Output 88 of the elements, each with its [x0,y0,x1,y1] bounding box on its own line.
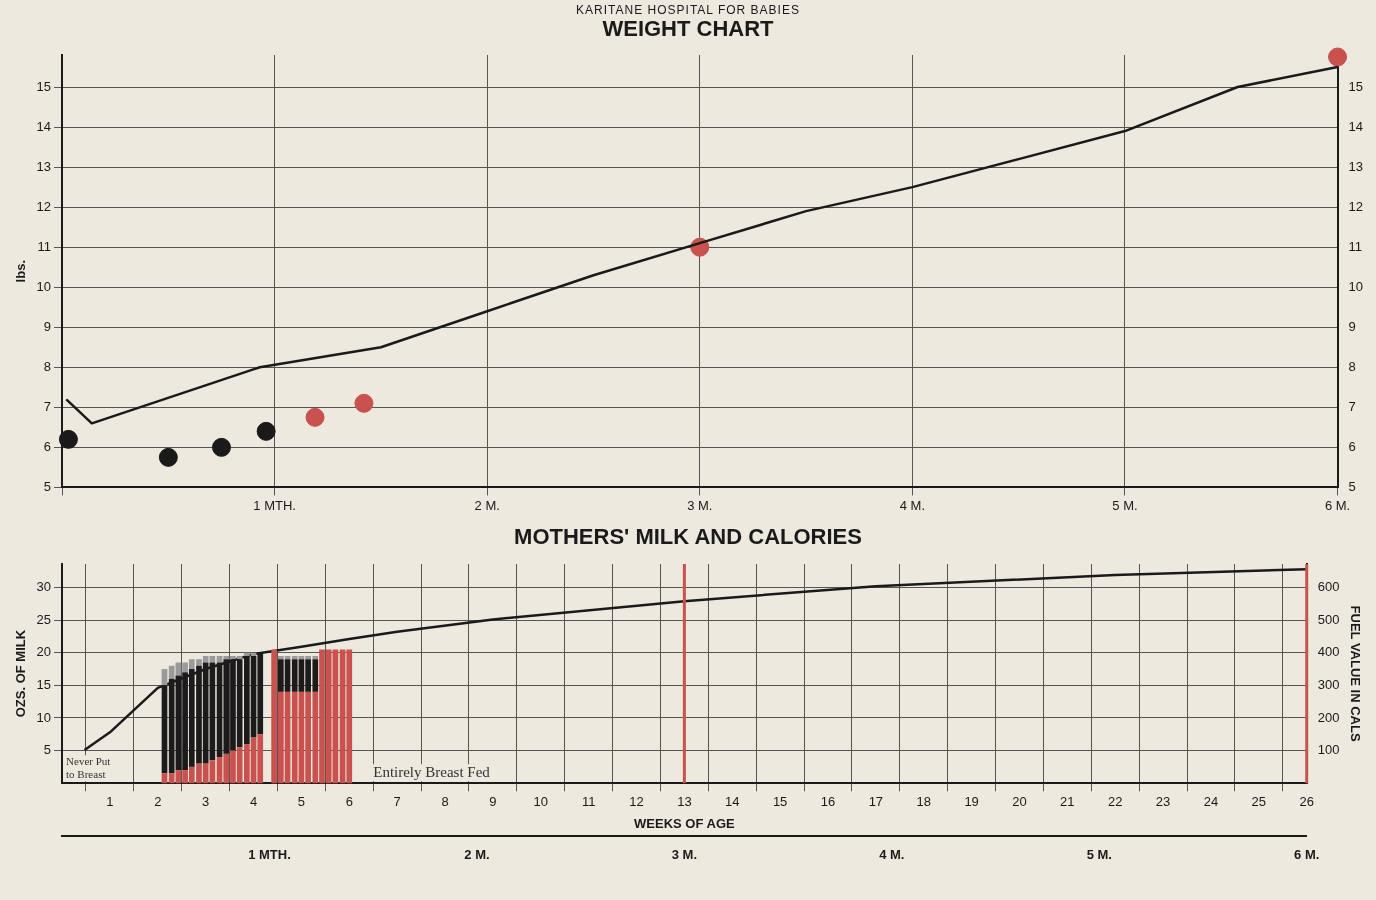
y-axis-title: OZS. OF MILK [13,628,29,717]
y-tick-label: 6 [43,439,52,455]
x2-tick-label: 4 M. [879,846,905,862]
x-tick-label: 4 M. [899,498,926,514]
chart-subtitle: KARITANE HOSPITAL FOR BABIES [575,3,801,18]
x-tick-label: 6 [345,793,353,809]
y-tick-label: 15 [36,676,52,692]
x-tick-label: 12 [629,793,644,809]
y-tick-label: 5 [43,479,52,495]
x-tick-label: 10 [533,793,549,809]
y2-tick-label: 11 [1348,239,1363,255]
y-tick-label: 10 [36,279,52,295]
annotation: Never Put to Breast [66,754,111,780]
y-tick-label: 12 [36,199,52,215]
y-tick-label: 10 [36,709,52,725]
y-tick-label: 20 [36,643,52,659]
y2-tick-label: 100 [1317,741,1340,757]
x2-tick-label: 6 M. [1294,846,1320,862]
point [158,448,178,468]
y2-tick-label: 15 [1348,78,1364,94]
y-tick-label: 25 [36,611,52,627]
point [212,438,231,458]
x-tick-label: 22 [1107,793,1123,809]
x2-tick-label: 1 MTH. [248,846,291,862]
x-tick-label: 20 [1012,793,1027,809]
y2-tick-label: 300 [1317,676,1340,692]
x-tick-label: 14 [725,793,740,809]
x2-tick-label: 5 M. [1086,846,1112,862]
point [305,408,325,428]
x-tick-label: 19 [964,793,979,809]
point [354,394,374,414]
x-tick-label: 17 [868,793,884,809]
x-tick-label: 11 [581,793,596,809]
x-tick-label: 25 [1251,793,1267,809]
y2-tick-label: 400 [1317,643,1340,659]
x-tick-label: 9 [489,793,497,809]
point [1328,47,1348,67]
y-tick-label: 9 [43,319,52,335]
annotation: Entirely Breast Fed [373,763,491,780]
y-tick-label: 14 [36,119,52,135]
y2-tick-label: 5 [1348,479,1356,495]
x-tick-label: 1 MTH. [253,498,296,514]
chart-title: WEIGHT CHART [601,16,775,42]
chart-title: MOTHERS' MILK AND CALORIES [513,524,863,550]
x-tick-label: 8 [441,793,449,809]
x-tick-label: 1 [106,793,114,809]
y-tick-label: 15 [36,78,52,94]
x-tick-label: 4 [249,793,258,809]
x-tick-label: 13 [677,793,692,809]
y2-tick-label: 600 [1317,578,1340,594]
x-tick-label: 24 [1203,793,1219,809]
x-tick-label: 23 [1155,793,1171,809]
y2-tick-label: 200 [1317,709,1340,725]
x-tick-label: 18 [916,793,931,809]
y-tick-label: 8 [43,359,52,375]
y-tick-label: 11 [37,239,52,255]
x2-tick-label: 3 M. [671,846,698,862]
x-tick-label: 6 M. [1324,498,1351,514]
y2-tick-label: 12 [1348,199,1364,215]
x-tick-label: 5 [297,793,306,809]
point [58,430,78,450]
y2-axis-title: FUEL VALUE IN CALS [1347,605,1363,742]
y2-tick-label: 14 [1348,119,1364,135]
y-tick-label: 7 [43,399,52,415]
y2-tick-label: 13 [1348,159,1364,175]
x-tick-label: 2 [154,793,162,809]
x-tick-label: 21 [1060,793,1075,809]
x-tick-label: 15 [772,793,788,809]
x-tick-label: 3 [202,793,210,809]
y-tick-label: 13 [36,159,52,175]
point [256,422,276,442]
x-axis-title: WEEKS OF AGE [634,815,736,831]
y2-tick-label: 9 [1348,319,1356,335]
y2-tick-label: 7 [1348,399,1356,415]
x-tick-label: 16 [820,793,836,809]
x-tick-label: 5 M. [1112,498,1138,514]
y2-tick-label: 10 [1348,279,1364,295]
y-tick-label: 30 [36,578,52,594]
y2-tick-label: 6 [1348,439,1356,455]
x-tick-label: 3 M. [687,498,713,514]
x-tick-label: 7 [393,793,401,809]
x-tick-label: 2 M. [474,498,500,514]
y-tick-label: 5 [43,741,52,757]
y-axis-title: lbs. [13,260,29,283]
x-tick-label: 26 [1299,793,1314,809]
y2-tick-label: 8 [1348,359,1356,375]
x2-tick-label: 2 M. [464,846,490,862]
y2-tick-label: 500 [1317,611,1340,627]
